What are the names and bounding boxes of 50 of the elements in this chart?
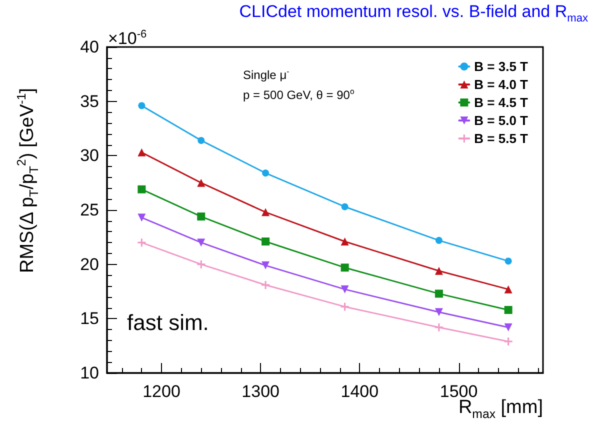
point: [434, 323, 443, 332]
point: [340, 264, 349, 272]
point: [434, 266, 443, 275]
point: [435, 236, 442, 244]
y-tick-label: 20: [80, 254, 99, 274]
annotation: Single μ$^{-}$: [243, 67, 290, 82]
point: [504, 258, 512, 265]
legend-label: B = 4.0 T: [474, 77, 528, 92]
point: [262, 261, 270, 270]
point: [340, 238, 349, 246]
point: [138, 214, 146, 222]
point: [138, 238, 146, 247]
point: [340, 302, 349, 311]
point: [504, 337, 512, 346]
point: [340, 285, 349, 294]
chart-title: CLICdet momentum resol. vs. B-field and R$_{max}$: [238, 2, 588, 24]
point: [198, 136, 205, 144]
point: [197, 260, 206, 268]
annotation: fast sim.: [127, 310, 209, 335]
x-tick-label: 1200: [142, 382, 180, 401]
x-tick-label: 1300: [242, 382, 280, 401]
point: [262, 280, 270, 289]
point: [138, 185, 146, 194]
legend-label: B = 5.0 T: [474, 113, 528, 128]
point: [504, 306, 512, 314]
y-tick-label: 15: [80, 309, 99, 328]
point: [138, 148, 146, 156]
legend-label: B = 3.5 T: [474, 59, 528, 74]
point: [434, 308, 443, 316]
y-tick-label: 30: [80, 146, 99, 166]
annotation: p = 500 GeV, θ = 90$^{o}$: [243, 87, 354, 102]
legend-label: B = 5.5 T: [474, 131, 528, 146]
point: [341, 203, 348, 210]
legend-label: B = 4.5 T: [474, 95, 528, 110]
y-tick-label: 10: [80, 364, 99, 382]
x-tick-label: 1400: [340, 382, 379, 401]
annotation: ×10$^{-6}$: [108, 28, 147, 48]
point: [262, 170, 270, 177]
point: [434, 290, 443, 298]
point: [197, 178, 206, 187]
point: [197, 238, 206, 247]
point: [504, 285, 512, 294]
point: [504, 323, 512, 332]
point: [262, 238, 270, 246]
point: [197, 212, 206, 221]
y-tick-label: 35: [80, 92, 99, 111]
y-tick-label: 40: [80, 38, 99, 56]
point: [138, 102, 146, 110]
y-tick-label: 25: [80, 200, 99, 220]
point: [262, 208, 270, 216]
